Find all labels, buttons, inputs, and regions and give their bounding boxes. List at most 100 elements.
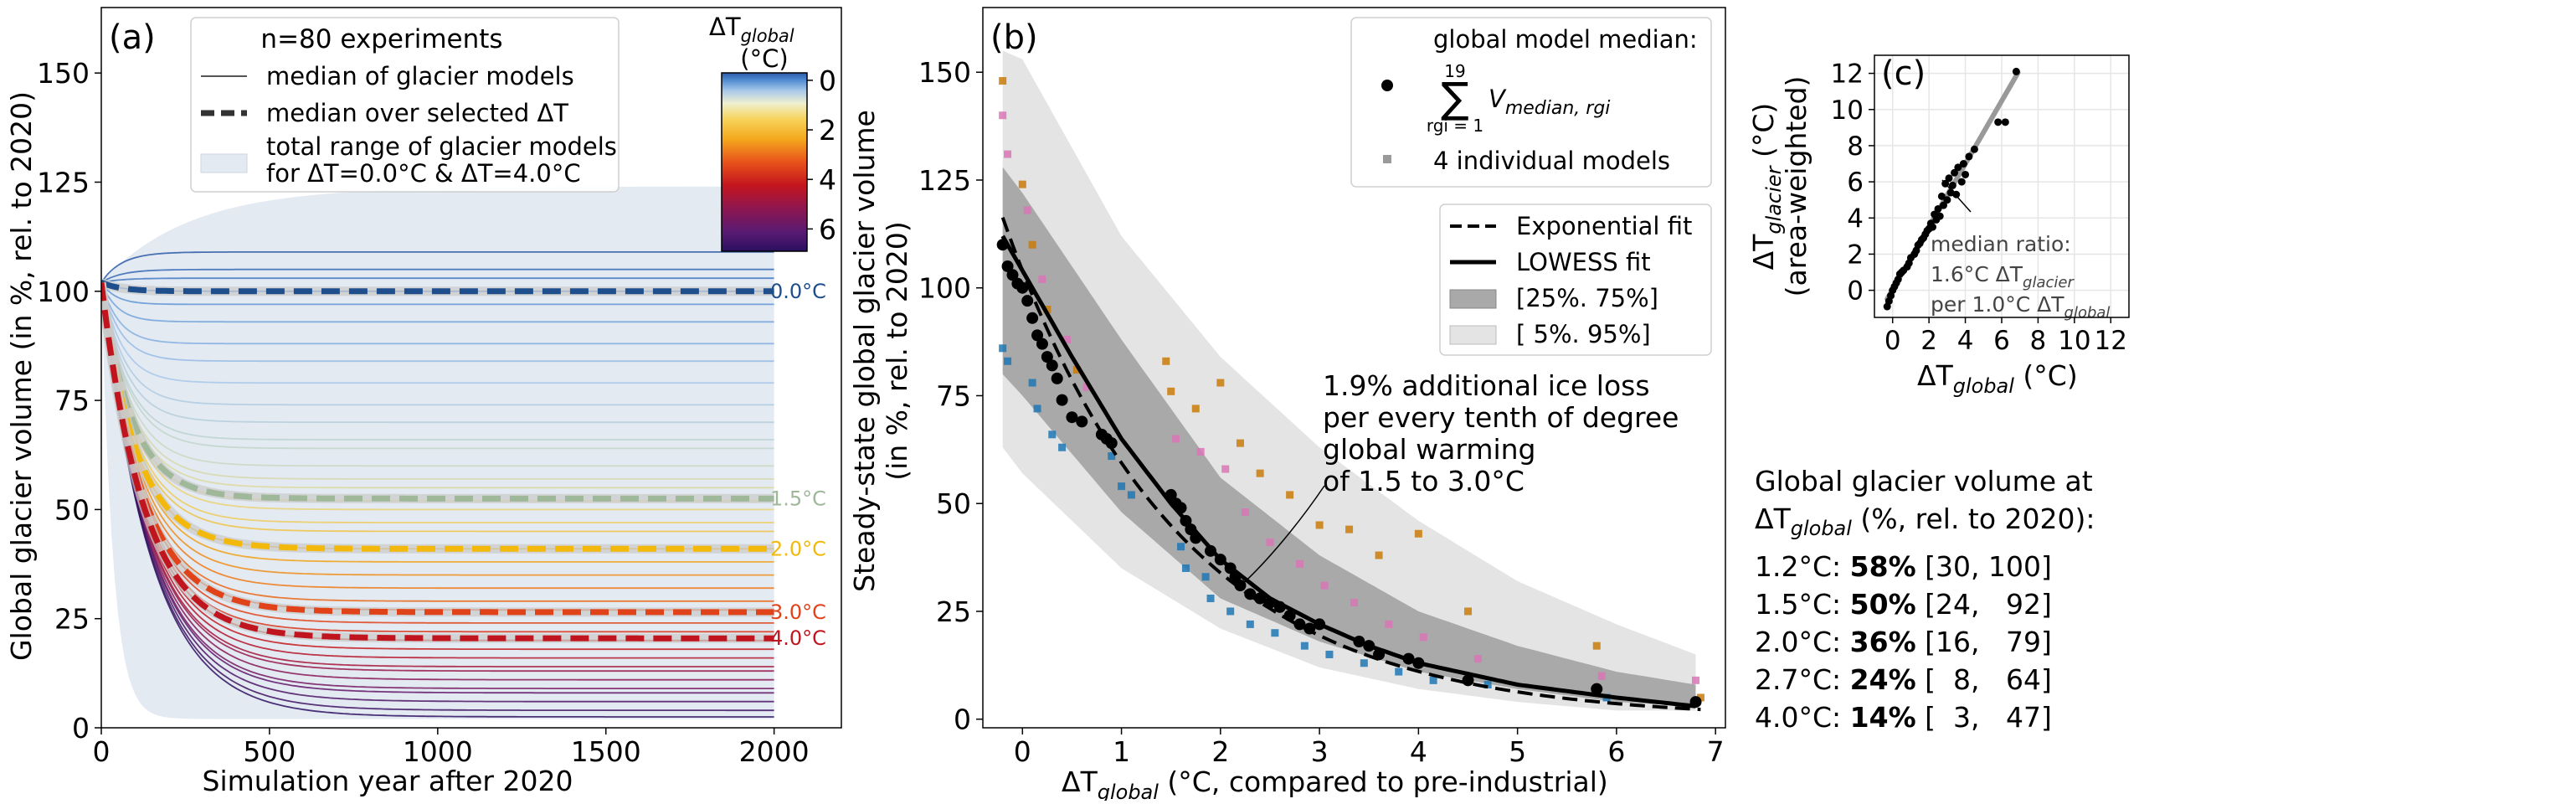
individual-model-point (1395, 667, 1403, 676)
colorbar-tick-label: 0 (819, 64, 836, 97)
summary-row: 1.5°C: 50% [24, 92] (1755, 588, 2052, 621)
range-band (101, 186, 774, 719)
y-tick-label: 75 (936, 379, 971, 412)
point-c (1948, 181, 1956, 189)
individual-model-point (1206, 595, 1215, 603)
median-curve (101, 282, 774, 681)
y-tick-label: 12 (1831, 59, 1864, 90)
summary-subtitle: ΔTglobal (%, rel. to 2020): (1755, 502, 2095, 540)
median-curve (101, 250, 774, 283)
end-label: 0.0°C (770, 280, 826, 303)
point-c (1951, 168, 1959, 177)
individual-model-point (1315, 521, 1324, 529)
axes-frame-a (100, 7, 842, 729)
individual-model-point (1414, 529, 1422, 538)
individual-model-point (1246, 620, 1254, 628)
individual-model-point (1118, 482, 1126, 491)
point-c (2012, 67, 2020, 75)
median-point (1180, 514, 1192, 527)
panel-label-c: (c) (1881, 54, 1926, 93)
annotation-c-line: 1.6°C ΔTglacier (1931, 262, 2075, 291)
individual-model-point (1221, 465, 1230, 473)
individual-model-point (1286, 491, 1294, 499)
median-point (1165, 488, 1177, 501)
individual-model-point (1216, 379, 1225, 387)
individual-model-point (999, 111, 1007, 120)
individual-model-point (1162, 357, 1170, 365)
individual-model-point (1177, 543, 1185, 551)
median-point (1185, 523, 1197, 536)
median-point (1190, 532, 1202, 544)
point-c (1959, 160, 1967, 168)
y-tick-label: 150 (918, 56, 971, 89)
median-point (1105, 437, 1118, 450)
individual-model-point (1181, 564, 1190, 572)
sum-term: Vmedian, rgi (1489, 85, 1610, 119)
y-tick-label: 4 (1847, 204, 1864, 234)
median-curve (101, 282, 774, 406)
x-tick-label: 1500 (571, 735, 641, 768)
y-tick-label: 125 (918, 164, 971, 197)
legend-swatch-median (1381, 80, 1393, 91)
x-tick-label: 6 (1993, 326, 2010, 356)
end-label: 4.0°C (770, 626, 826, 650)
summary-table: Global glacier volume at ΔTglobal (%, re… (1755, 462, 2095, 736)
median-point (1205, 544, 1217, 557)
median-curve (101, 282, 774, 533)
y-axis-label: (in %, rel. to 2020) (881, 221, 913, 481)
legend-swatch-individual (1383, 155, 1391, 163)
individual-model-point (1236, 439, 1244, 447)
annotation-line: global warming (1323, 433, 1536, 466)
x-tick-label: 1000 (403, 735, 473, 768)
legend-b-markers: global model median: 19∑rgi = 1 Vmedian, r… (1350, 17, 1712, 188)
selected-median-line (101, 280, 774, 295)
x-tick-label: 5 (1509, 735, 1526, 768)
legend-b-entry: [ 5%. 95%] (1516, 320, 1651, 348)
legend-a-box (190, 17, 620, 193)
x-axis-label: ΔTglobal (°C, compared to pre-industrial… (1062, 765, 1608, 801)
individual-model-point (1256, 469, 1264, 477)
point-c (2001, 118, 2009, 126)
individual-model-point (1048, 430, 1057, 439)
median-curve (101, 282, 774, 523)
panel-label-b: (b) (990, 18, 1038, 57)
median-point (1036, 338, 1048, 350)
x-tick-label: 0 (1014, 735, 1031, 768)
legend-b-title: global model median: (1433, 25, 1698, 54)
x-tick-label: 8 (2030, 326, 2047, 356)
colorbar-tick-label: 4 (819, 163, 836, 196)
x-axis-label: Simulation year after 2020 (203, 765, 573, 797)
median-point (1373, 648, 1386, 661)
y-tick-label: 8 (1847, 131, 1864, 162)
median-curve (101, 282, 774, 576)
annotation-line: of 1.5 to 3.0°C (1323, 465, 1525, 497)
individual-model-point (1072, 366, 1081, 374)
x-tick-label: 2 (1920, 326, 1937, 356)
summary-row: 1.2°C: 58% [30, 100] (1755, 550, 2052, 583)
individual-model-point (1004, 150, 1012, 158)
legend-b-entry: 4 individual models (1433, 147, 1670, 175)
y-axis-label: (area-weighted) (1780, 76, 1812, 297)
y-axis-label: Global glacier volume (in %, rel. to 202… (5, 91, 38, 661)
legend-a-entry: for ΔT=0.0°C & ΔT=4.0°C (266, 159, 581, 188)
individual-model-point (999, 344, 1007, 353)
median-point (1021, 295, 1034, 307)
colorbar-title: ΔTglobal (709, 13, 794, 46)
median-point (1041, 351, 1053, 363)
annotation-c-line: median ratio: (1931, 232, 2071, 256)
median-curve (101, 282, 774, 689)
median-curve (101, 282, 774, 667)
legend-b-lines: Exponential fit LOWESS fit [25%. 75%] [ 5%.… (1439, 204, 1712, 356)
median-curve (101, 282, 774, 694)
individual-model-point (1043, 305, 1051, 313)
median-point (1056, 394, 1068, 406)
point-c (1994, 118, 2003, 126)
point-c (1962, 170, 1970, 178)
point-c (1945, 174, 1953, 183)
individual-model-point (1692, 676, 1700, 684)
median-curve (101, 282, 774, 563)
median-curve (101, 282, 774, 450)
individual-model-point (1082, 383, 1091, 391)
